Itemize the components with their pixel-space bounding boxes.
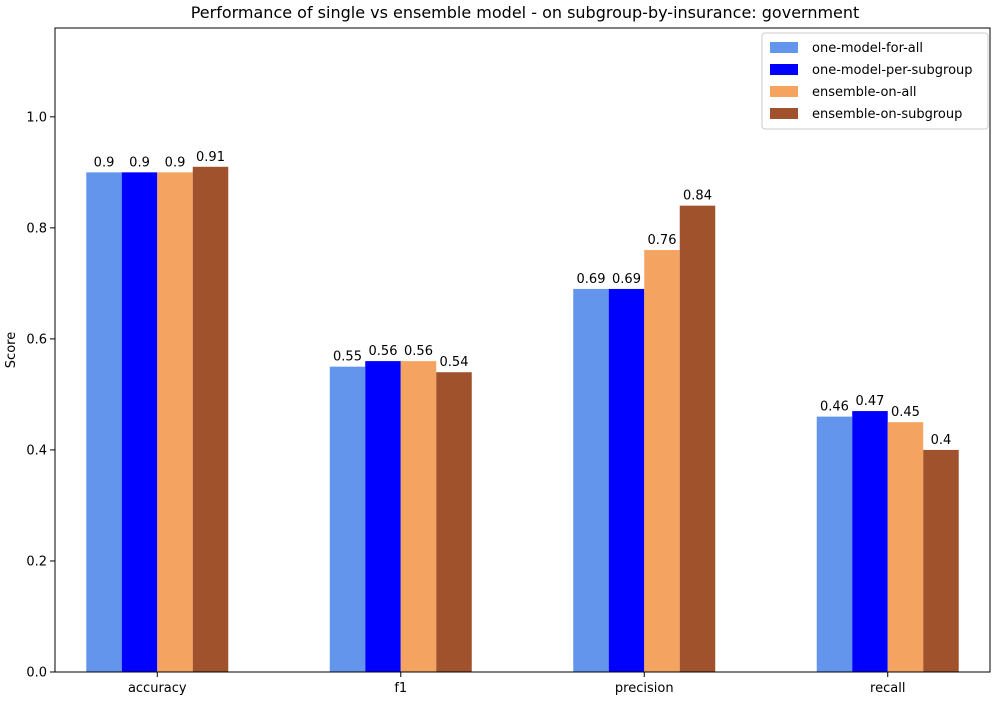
bar-one-model-for-all-accuracy	[86, 172, 122, 672]
y-tick-label: 1.0	[26, 110, 47, 125]
bar-one-model-per-subgroup-accuracy	[121, 172, 158, 672]
bar-one-model-for-all-f1	[329, 366, 366, 672]
value-label-ensemble-on-all-recall: 0.45	[891, 405, 920, 420]
bar-one-model-per-subgroup-recall	[852, 411, 888, 672]
legend-label-ensemble-on-subgroup: ensemble-on-subgroup	[812, 107, 962, 122]
y-tick-label: 0.0	[26, 666, 47, 681]
legend: one-model-for-all one-model-per-subgroup e…	[761, 32, 989, 130]
value-label-one-model-per-subgroup-accuracy: 0.9	[129, 155, 150, 170]
legend-swatch-one-model-per-subgroup	[770, 64, 798, 75]
bar-ensemble-on-subgroup-f1	[436, 372, 472, 672]
value-label-ensemble-on-subgroup-recall: 0.4	[931, 433, 952, 448]
value-label-ensemble-on-all-f1: 0.56	[404, 344, 433, 359]
value-label-ensemble-on-subgroup-precision: 0.84	[683, 189, 712, 204]
bar-ensemble-on-subgroup-recall	[923, 449, 959, 672]
value-label-ensemble-on-subgroup-f1: 0.54	[440, 355, 469, 370]
value-label-one-model-per-subgroup-precision: 0.69	[612, 272, 641, 287]
legend-swatch-ensemble-on-subgroup	[770, 108, 798, 119]
y-tick-label: 0.2	[26, 554, 47, 569]
bar-ensemble-on-all-precision	[644, 250, 680, 672]
plot-frame	[54, 27, 991, 673]
chart-title: Performance of single vs ensemble model …	[191, 3, 860, 22]
legend-box	[761, 32, 989, 130]
axes-layer: 0.0 0.2 0.4 0.6 0.8 1.0 accuracy f1 precision rec…	[26, 27, 991, 696]
bar-one-model-per-subgroup-f1	[365, 361, 401, 672]
value-label-one-model-per-subgroup-recall: 0.47	[856, 394, 885, 409]
x-tick-label-accuracy: accuracy	[128, 681, 187, 696]
legend-label-one-model-for-all: one-model-for-all	[812, 41, 923, 56]
bar-ensemble-on-all-recall	[887, 422, 924, 672]
bar-ensemble-on-all-f1	[400, 361, 437, 672]
value-label-ensemble-on-subgroup-accuracy: 0.91	[196, 150, 225, 165]
x-tick-label-precision: precision	[615, 681, 674, 696]
value-label-one-model-for-all-recall: 0.46	[820, 400, 849, 415]
value-labels-layer: 0.9 0.55 0.69 0.46 0.9 0.56 0.69 0.47 0.9 0.56 0.7…	[94, 150, 952, 448]
bar-one-model-for-all-recall	[816, 416, 853, 672]
bar-ensemble-on-subgroup-precision	[679, 205, 716, 673]
bar-one-model-for-all-precision	[573, 288, 609, 672]
legend-swatch-one-model-for-all	[770, 42, 798, 53]
y-tick-label: 0.8	[26, 221, 47, 236]
y-tick-label: 0.4	[26, 443, 47, 458]
legend-label-one-model-per-subgroup: one-model-per-subgroup	[812, 63, 973, 78]
x-tick-label-f1: f1	[394, 681, 407, 696]
legend-label-ensemble-on-all: ensemble-on-all	[812, 85, 917, 100]
y-axis-label: Score	[4, 332, 19, 368]
value-label-one-model-for-all-precision: 0.69	[577, 272, 606, 287]
bar-ensemble-on-subgroup-accuracy	[192, 166, 229, 673]
value-label-ensemble-on-all-accuracy: 0.9	[165, 155, 186, 170]
x-tick-label-recall: recall	[870, 681, 905, 696]
y-tick-label: 0.6	[26, 332, 47, 347]
bars-layer	[86, 166, 959, 673]
value-label-one-model-for-all-f1: 0.55	[333, 350, 362, 365]
value-label-one-model-per-subgroup-f1: 0.56	[369, 344, 398, 359]
value-label-ensemble-on-all-precision: 0.76	[648, 233, 677, 248]
value-label-one-model-for-all-accuracy: 0.9	[94, 155, 115, 170]
bar-one-model-per-subgroup-precision	[608, 288, 645, 672]
bar-ensemble-on-all-accuracy	[157, 172, 193, 672]
legend-swatch-ensemble-on-all	[770, 86, 798, 97]
